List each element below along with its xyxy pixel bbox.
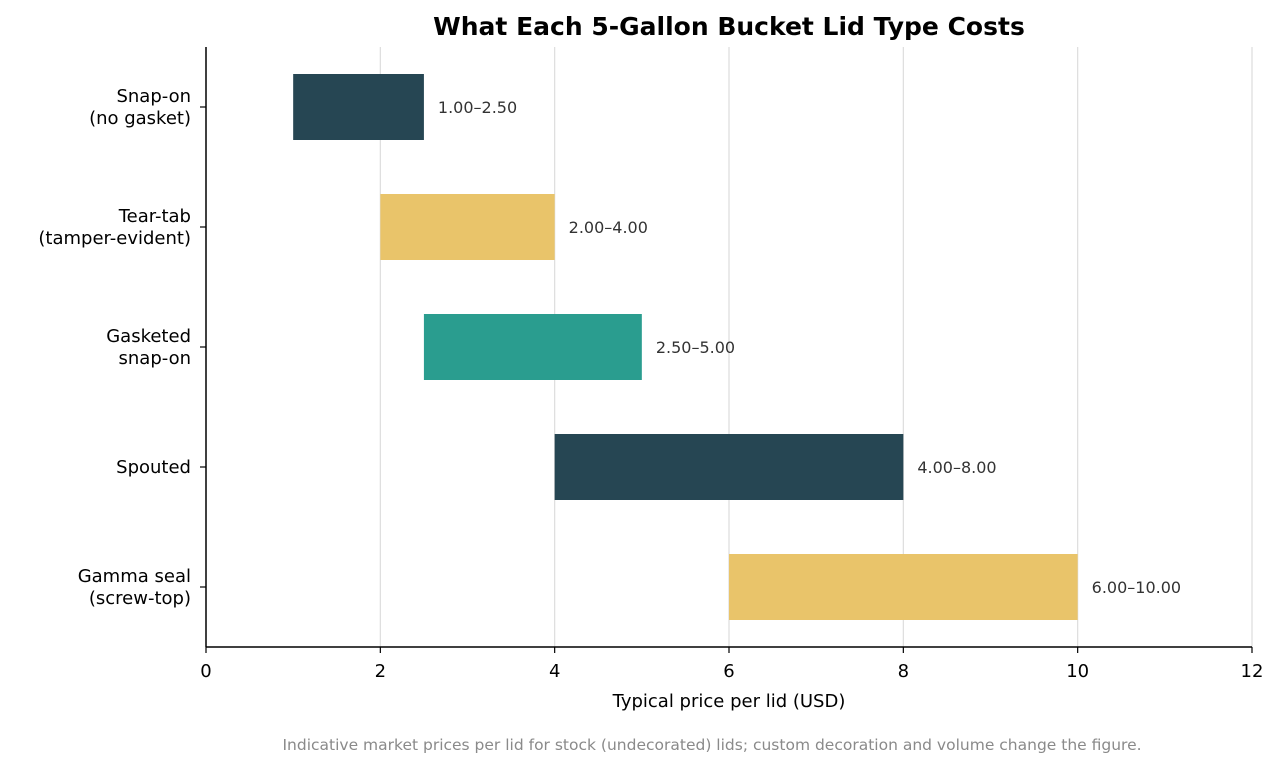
bar-value-label: 1.00–2.50 (438, 98, 517, 117)
x-tick-label: 10 (1066, 661, 1089, 682)
y-category-label: Gasketed (106, 326, 191, 347)
x-tick-label: 2 (375, 661, 386, 682)
range-bar (380, 194, 555, 260)
x-axis-title: Typical price per lid (USD) (612, 691, 846, 712)
range-bar (729, 554, 1078, 620)
chart-footnote: Indicative market prices per lid for sto… (282, 736, 1141, 754)
x-tick-label: 0 (200, 661, 211, 682)
x-tick-label: 12 (1241, 661, 1264, 682)
y-category-label: (tamper-evident) (38, 228, 191, 249)
grid-layer (379, 47, 1253, 647)
y-category-label: Tear-tab (118, 206, 191, 227)
y-category-label: Gamma seal (78, 566, 191, 587)
bar-value-label: 4.00–8.00 (917, 458, 996, 477)
bar-value-label: 2.50–5.00 (656, 338, 735, 357)
range-bar (554, 434, 904, 500)
bar-layer (293, 74, 1078, 620)
x-tick-label: 4 (549, 661, 560, 682)
chart-title: What Each 5-Gallon Bucket Lid Type Costs (433, 12, 1025, 41)
bar-value-label: 6.00–10.00 (1092, 578, 1181, 597)
range-bar (293, 74, 424, 140)
x-tick-label: 8 (898, 661, 909, 682)
range-bar (423, 314, 642, 380)
y-category-label: (no gasket) (89, 108, 191, 129)
x-tick-label: 6 (723, 661, 734, 682)
bar-value-label: 2.00–4.00 (569, 218, 648, 237)
y-category-label: Spouted (116, 457, 191, 478)
label-layer: 1.00–2.50 2.00–4.00 2.50–5.00 4.00–8.00 6.00… (438, 98, 1181, 597)
y-category-label: snap-on (119, 348, 192, 369)
y-category-label: Snap-on (116, 86, 191, 107)
axis-layer: 0 2 4 6 8 10 12 Snap-on(no gasket) Tear-tab(tamp… (38, 47, 1263, 682)
y-category-label: (screw-top) (89, 588, 191, 609)
